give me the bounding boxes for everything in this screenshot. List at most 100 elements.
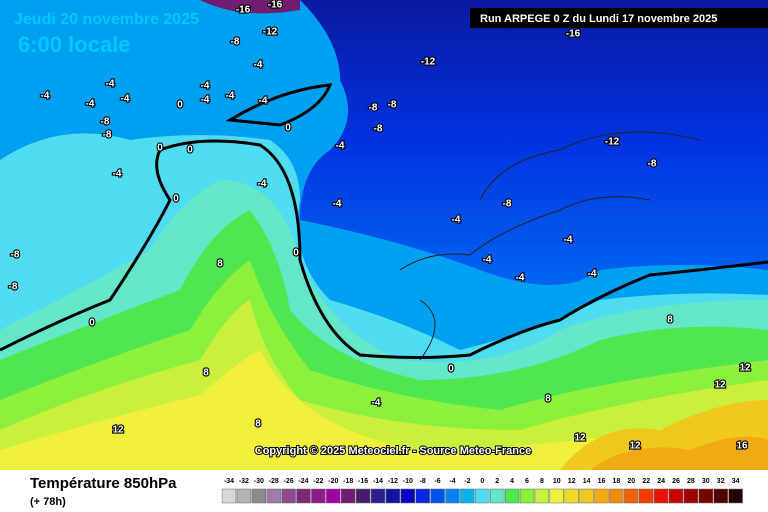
scale-swatch xyxy=(415,488,430,504)
contour-label: -8 xyxy=(374,124,383,135)
contour-label: -4 xyxy=(564,235,573,246)
contour-label: -4 xyxy=(86,99,95,110)
contour-label: -16 xyxy=(236,5,251,16)
scale-swatch xyxy=(728,488,743,504)
scale-label: 10 xyxy=(553,478,561,485)
contour-label: 8 xyxy=(203,368,209,379)
scale-swatch xyxy=(594,488,609,504)
contour-label: -4 xyxy=(259,96,268,107)
scale-swatch xyxy=(534,488,550,504)
contour-label: -4 xyxy=(121,94,130,105)
scale-label: 26 xyxy=(672,478,680,485)
color-scale: -34 -32 -30 -28 -26 -24 -22 -20 -18 -16 -14 -12 -10-… xyxy=(221,478,743,504)
scale-label: -14 xyxy=(373,478,383,485)
contour-label: -12 xyxy=(421,57,436,68)
scale-label: -12 xyxy=(388,478,398,485)
scale-label: 0 xyxy=(480,478,484,485)
scale-swatch xyxy=(519,488,535,504)
scale-label: -2 xyxy=(464,478,470,485)
contour-label: 0 xyxy=(285,123,291,134)
scale-swatch xyxy=(281,488,296,504)
scale-label: 28 xyxy=(687,478,695,485)
scale-swatch xyxy=(698,488,713,504)
contour-label: -4 xyxy=(106,79,115,90)
contour-label: 8 xyxy=(545,394,551,405)
contour-label: 0 xyxy=(89,318,95,329)
scale-swatch xyxy=(713,488,728,504)
scale-label: 2 xyxy=(495,478,499,485)
contour-label: -16 xyxy=(566,29,581,40)
scale-label: 30 xyxy=(702,478,710,485)
contour-label: -16 xyxy=(268,0,283,11)
contour-label: 12 xyxy=(574,433,586,444)
scale-label: 14 xyxy=(583,478,591,485)
scale-swatch xyxy=(460,488,475,504)
contour-label: -12 xyxy=(605,137,620,148)
contour-label: -4 xyxy=(588,269,597,280)
scale-swatch xyxy=(564,488,579,504)
scale-label: -10 xyxy=(403,478,413,485)
scale-swatch xyxy=(266,488,281,504)
scale-swatch xyxy=(296,488,311,504)
scale-label: -20 xyxy=(328,478,338,485)
scale-label: 20 xyxy=(627,478,635,485)
scale-swatch xyxy=(355,488,371,504)
contour-label: -8 xyxy=(503,199,512,210)
scale-swatch xyxy=(251,488,267,504)
footer-title: Température 850hPa xyxy=(30,475,177,492)
scale-label: 32 xyxy=(717,478,725,485)
contour-label: -4 xyxy=(113,169,122,180)
contour-label: -4 xyxy=(254,60,263,71)
scale-label: -18 xyxy=(343,478,353,485)
contour-label: -4 xyxy=(336,141,345,152)
scale-swatch xyxy=(311,488,326,504)
contour-label: -4 xyxy=(483,255,492,266)
scale-swatch xyxy=(341,488,356,504)
copyright: Copyright © 2025 Meteociel.fr - Source M… xyxy=(255,445,531,457)
map-area xyxy=(0,0,768,471)
scale-label: -32 xyxy=(239,478,249,485)
scale-swatch xyxy=(609,488,624,504)
contour-label: 8 xyxy=(667,315,673,326)
scale-label: -8 xyxy=(420,478,426,485)
contour-label: -8 xyxy=(388,100,397,111)
map-date: Jeudi 20 novembre 2025 xyxy=(14,11,199,28)
scale-label: 8 xyxy=(540,478,544,485)
scale-swatch xyxy=(430,488,445,504)
contour-label: -4 xyxy=(452,215,461,226)
scale-swatch xyxy=(668,488,684,504)
scale-swatch xyxy=(683,488,699,504)
contour-label: -4 xyxy=(372,398,381,409)
contour-label: 12 xyxy=(739,363,751,374)
scale-swatch xyxy=(370,488,386,504)
scale-label: 6 xyxy=(525,478,529,485)
scale-swatch xyxy=(475,488,490,504)
contour-label: -4 xyxy=(226,91,235,102)
contour-label: 12 xyxy=(112,425,124,436)
scale-swatch xyxy=(236,488,252,504)
scale-swatch xyxy=(221,488,237,504)
scale-swatch xyxy=(639,488,654,504)
scale-label: 24 xyxy=(657,478,665,485)
contour-label: -12 xyxy=(263,27,278,38)
scale-label: -16 xyxy=(358,478,368,485)
scale-label: -30 xyxy=(254,478,264,485)
contour-label: -8 xyxy=(11,250,20,261)
scale-label: 22 xyxy=(642,478,650,485)
scale-label: -22 xyxy=(313,478,323,485)
contour-label: -4 xyxy=(201,95,210,106)
map-hour: 6:00 locale xyxy=(18,32,131,57)
contour-label: 12 xyxy=(629,441,641,452)
scale-swatch xyxy=(400,488,416,504)
scale-label: 18 xyxy=(613,478,621,485)
scale-label: 16 xyxy=(598,478,606,485)
contour-label: 0 xyxy=(187,145,193,156)
scale-label: 34 xyxy=(732,478,740,485)
contour-label: -8 xyxy=(369,103,378,114)
contour-label: 16 xyxy=(736,441,748,452)
scale-label: -34 xyxy=(224,478,234,485)
scale-swatch xyxy=(490,488,505,504)
footer: Température 850hPa (+ 78h) -34 -32 -30 -28-… xyxy=(0,470,768,512)
contour-label: 0 xyxy=(157,143,163,154)
contour-label: 0 xyxy=(293,248,299,259)
